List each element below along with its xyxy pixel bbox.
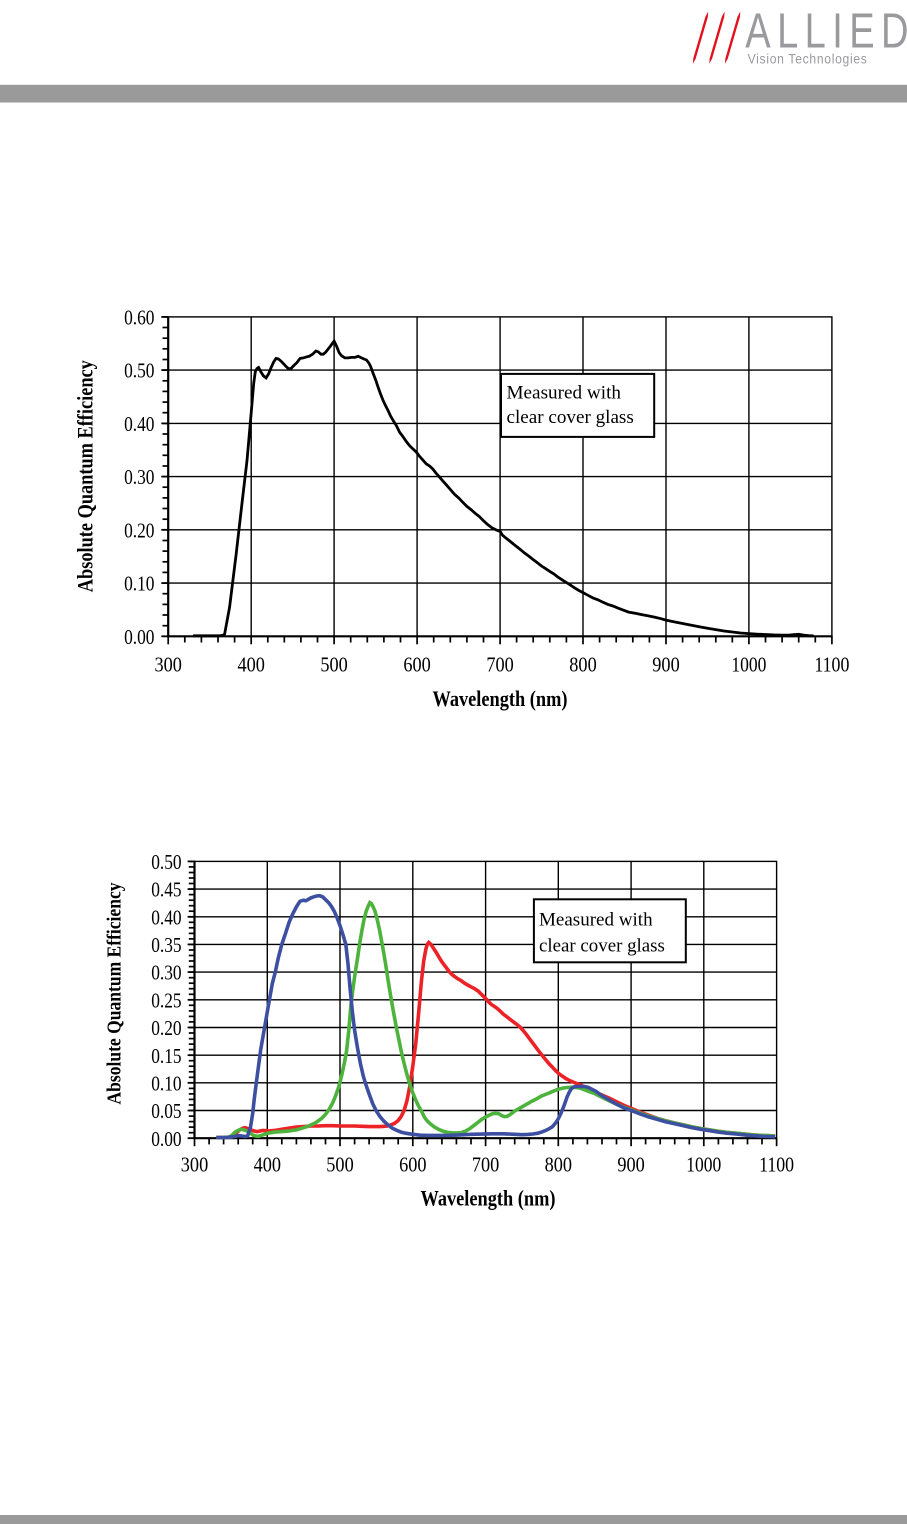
svg-text:ALLIED: ALLIED	[745, 4, 907, 59]
svg-text:0.20: 0.20	[151, 1016, 181, 1040]
svg-text:1000: 1000	[686, 1153, 721, 1177]
svg-text:Wavelength (nm): Wavelength (nm)	[421, 1186, 556, 1211]
svg-text:Absolute Quantum Efficiency: Absolute Quantum Efficiency	[73, 360, 98, 592]
svg-text:0.10: 0.10	[151, 1071, 181, 1095]
svg-text:0.45: 0.45	[151, 878, 181, 902]
svg-text:0.05: 0.05	[151, 1099, 181, 1123]
svg-text:300: 300	[181, 1153, 208, 1177]
svg-text:0.30: 0.30	[124, 465, 154, 489]
svg-text:400: 400	[254, 1153, 281, 1177]
svg-text:0.00: 0.00	[151, 1127, 181, 1151]
svg-text:300: 300	[155, 653, 182, 677]
svg-text:700: 700	[486, 653, 513, 677]
svg-text:Measured with: Measured with	[539, 909, 653, 930]
svg-text:Vision Technologies: Vision Technologies	[748, 51, 868, 67]
svg-text:900: 900	[617, 1153, 644, 1177]
svg-text:0.25: 0.25	[151, 988, 181, 1012]
svg-text:400: 400	[238, 653, 265, 677]
svg-text:800: 800	[545, 1153, 572, 1177]
svg-text:600: 600	[403, 653, 430, 677]
svg-text:0.00: 0.00	[124, 625, 154, 649]
svg-text:0.20: 0.20	[124, 518, 154, 542]
svg-text:1100: 1100	[759, 1153, 794, 1177]
svg-text:clear cover glass: clear cover glass	[507, 407, 634, 428]
svg-text:0.10: 0.10	[124, 572, 154, 596]
svg-text:800: 800	[569, 653, 596, 677]
svg-text:clear cover glass: clear cover glass	[539, 935, 665, 956]
svg-text:900: 900	[652, 653, 679, 677]
svg-text:0.60: 0.60	[124, 306, 154, 330]
svg-text:Absolute Quantum Efficiency: Absolute Quantum Efficiency	[104, 882, 125, 1104]
svg-text:700: 700	[472, 1153, 499, 1177]
svg-text:Wavelength (nm): Wavelength (nm)	[433, 686, 568, 711]
svg-text:0.35: 0.35	[151, 933, 181, 957]
svg-text:0.15: 0.15	[151, 1044, 181, 1068]
svg-text:0.40: 0.40	[151, 905, 181, 929]
svg-text:Measured with: Measured with	[507, 382, 622, 403]
svg-text:0.50: 0.50	[151, 850, 181, 874]
svg-text:500: 500	[320, 653, 347, 677]
svg-text:0.50: 0.50	[124, 359, 154, 383]
svg-text:500: 500	[326, 1153, 353, 1177]
svg-text:1000: 1000	[731, 653, 766, 677]
svg-text:0.40: 0.40	[124, 412, 154, 436]
svg-text:600: 600	[399, 1153, 426, 1177]
svg-text:0.30: 0.30	[151, 961, 181, 985]
svg-text:1100: 1100	[814, 653, 849, 677]
